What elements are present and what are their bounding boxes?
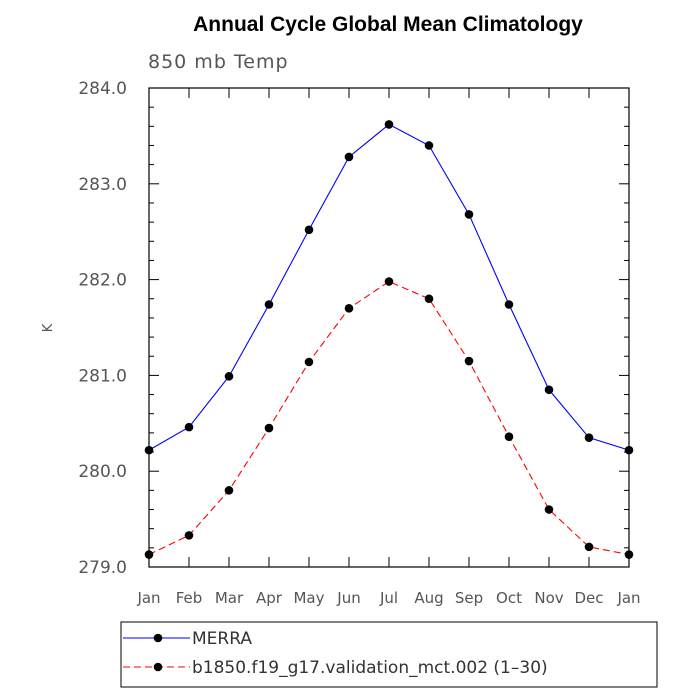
x-tick-label: May xyxy=(293,589,324,607)
legend-marker-1 xyxy=(153,662,163,672)
legend-box xyxy=(120,621,658,688)
series-0-point xyxy=(304,225,314,235)
series-0-point xyxy=(544,385,554,395)
series-line-0 xyxy=(148,123,630,451)
legend-marker-0 xyxy=(153,633,163,643)
x-tick-label: Oct xyxy=(496,589,522,607)
x-tick-label: Mar xyxy=(215,589,244,607)
series-layer xyxy=(144,120,634,559)
series-0-point xyxy=(184,422,194,432)
x-tick-label: Jul xyxy=(379,589,398,607)
x-tick-label: Aug xyxy=(414,589,443,607)
x-tick-label: Jan xyxy=(136,589,160,607)
series-1-point xyxy=(504,432,514,442)
legend-label-0: MERRA xyxy=(192,629,252,649)
legend: MERRA b1850.f19_g17.validation_mct.002 (1… xyxy=(120,621,658,688)
series-1-point xyxy=(304,357,314,367)
series-1-point xyxy=(264,423,274,433)
y-tick-label: 282.0 xyxy=(78,271,127,291)
series-1-point xyxy=(464,356,474,366)
series-1-point xyxy=(384,277,394,286)
series-1-point xyxy=(544,505,554,514)
x-tick-label: Feb xyxy=(176,589,203,607)
y-tick-label: 280.0 xyxy=(78,462,127,482)
y-tick-label: 279.0 xyxy=(78,558,127,578)
series-0-point xyxy=(384,120,394,129)
chart-subtitle: 850 mb Temp xyxy=(148,51,289,73)
series-0-point xyxy=(584,433,594,442)
series-0-point xyxy=(224,372,234,381)
chart-title: Annual Cycle Global Mean Climatology xyxy=(193,13,583,36)
y-tick-label: 283.0 xyxy=(78,175,127,195)
series-1-point xyxy=(224,486,234,495)
axis-ticks xyxy=(148,87,630,568)
series-0-point xyxy=(424,141,434,150)
series-1-point xyxy=(424,294,434,304)
y-tick-labels: 279.0 280.0 281.0 282.0 283.0 284.0 xyxy=(78,79,127,578)
y-tick-label: 284.0 xyxy=(78,79,127,99)
x-tick-label: Apr xyxy=(256,589,283,607)
series-1-point xyxy=(584,542,594,552)
series-0-point xyxy=(264,300,274,309)
plot-frame xyxy=(148,87,630,568)
series-0-point xyxy=(344,152,354,162)
series-0-point xyxy=(504,300,514,309)
x-tick-labels: Jan Feb Mar Apr May Jun Jul Aug Sep Oct Nov Dec Jan xyxy=(136,589,640,607)
y-axis-label: K xyxy=(41,323,56,332)
legend-label-1: b1850.f19_g17.validation_mct.002 (1–30) xyxy=(192,658,548,678)
series-0-point xyxy=(464,210,474,219)
x-tick-label: Jan xyxy=(616,589,640,607)
x-tick-label: Nov xyxy=(534,589,563,607)
x-tick-label: Jun xyxy=(336,589,360,607)
x-tick-label: Dec xyxy=(574,589,603,607)
series-1-point xyxy=(344,304,354,313)
series-1-point xyxy=(184,531,194,540)
y-tick-label: 281.0 xyxy=(78,366,127,386)
series-line-1 xyxy=(148,280,630,556)
x-tick-label: Sep xyxy=(455,589,483,607)
